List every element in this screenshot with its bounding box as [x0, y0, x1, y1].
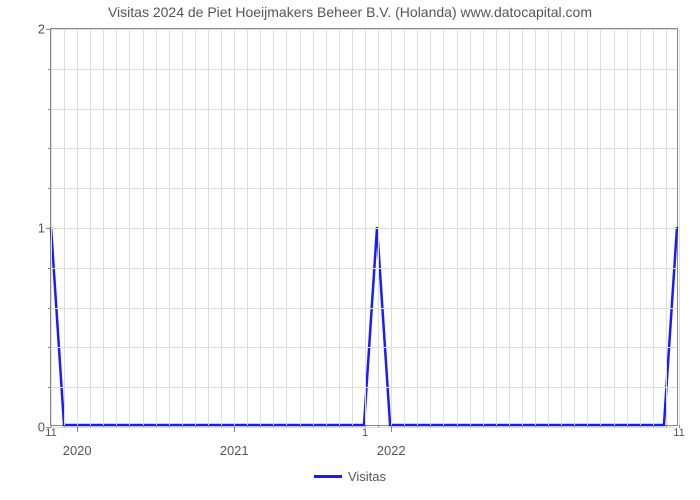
ytick-minor-mark — [48, 268, 51, 269]
ytick-minor-mark — [48, 148, 51, 149]
gridline-vertical — [90, 29, 91, 425]
gridline-vertical — [496, 29, 497, 425]
ytick-minor-mark — [48, 387, 51, 388]
gridline-horizontal — [51, 69, 677, 70]
gridline-vertical — [679, 29, 680, 425]
gridline-vertical — [326, 29, 327, 425]
gridline-vertical — [116, 29, 117, 425]
gridline-vertical — [286, 29, 287, 425]
gridline-vertical — [195, 29, 196, 425]
xtick-mark — [77, 425, 78, 432]
gridline-vertical — [522, 29, 523, 425]
gridline-vertical — [273, 29, 274, 425]
ytick-mark — [46, 228, 51, 229]
gridline-vertical — [470, 29, 471, 425]
gridline-vertical — [51, 29, 52, 425]
gridline-vertical — [221, 29, 222, 425]
gridline-vertical — [443, 29, 444, 425]
gridline-vertical — [64, 29, 65, 425]
gridline-vertical — [404, 29, 405, 425]
gridline-vertical — [391, 29, 392, 425]
ytick-minor-mark — [48, 109, 51, 110]
gridline-vertical — [208, 29, 209, 425]
gridline-vertical — [417, 29, 418, 425]
gridline-vertical — [548, 29, 549, 425]
ytick-minor-mark — [48, 347, 51, 348]
legend-label: Visitas — [348, 469, 386, 484]
gridline-vertical — [339, 29, 340, 425]
gridline-vertical — [430, 29, 431, 425]
xtick-mark — [391, 425, 392, 432]
gridline-vertical — [143, 29, 144, 425]
gridline-vertical — [483, 29, 484, 425]
gridline-vertical — [574, 29, 575, 425]
gridline-vertical — [561, 29, 562, 425]
gridline-horizontal — [51, 29, 677, 30]
gridline-vertical — [260, 29, 261, 425]
gridline-vertical — [234, 29, 235, 425]
xtick-small-label: 11 — [45, 425, 56, 439]
gridline-horizontal — [51, 347, 677, 348]
ytick-mark — [46, 29, 51, 30]
gridline-vertical — [535, 29, 536, 425]
gridline-vertical — [313, 29, 314, 425]
gridline-vertical — [352, 29, 353, 425]
gridline-vertical — [77, 29, 78, 425]
gridline-vertical — [129, 29, 130, 425]
ytick-minor-mark — [48, 69, 51, 70]
gridline-vertical — [666, 29, 667, 425]
ytick-minor-mark — [48, 308, 51, 309]
ytick-minor-mark — [48, 188, 51, 189]
gridline-vertical — [653, 29, 654, 425]
gridline-vertical — [509, 29, 510, 425]
gridline-vertical — [103, 29, 104, 425]
xtick-mark — [234, 425, 235, 432]
gridline-horizontal — [51, 109, 677, 110]
legend-swatch — [314, 475, 342, 478]
gridline-vertical — [614, 29, 615, 425]
chart-container: Visitas 2024 de Piet Hoeijmakers Beheer … — [0, 0, 700, 500]
gridline-horizontal — [51, 308, 677, 309]
gridline-vertical — [182, 29, 183, 425]
gridline-horizontal — [51, 188, 677, 189]
gridline-horizontal — [51, 268, 677, 269]
gridline-vertical — [300, 29, 301, 425]
gridline-vertical — [640, 29, 641, 425]
xtick-small-label: 11 — [673, 425, 684, 439]
plot-area: 01211111202020212022 — [50, 28, 678, 426]
legend: Visitas — [0, 468, 700, 484]
gridline-vertical — [247, 29, 248, 425]
gridline-vertical — [169, 29, 170, 425]
gridline-vertical — [587, 29, 588, 425]
gridline-horizontal — [51, 228, 677, 229]
chart-title: Visitas 2024 de Piet Hoeijmakers Beheer … — [0, 4, 700, 20]
gridline-vertical — [156, 29, 157, 425]
xtick-small-label: 1 — [362, 425, 368, 439]
gridline-horizontal — [51, 148, 677, 149]
gridline-vertical — [457, 29, 458, 425]
gridline-vertical — [627, 29, 628, 425]
gridline-vertical — [378, 29, 379, 425]
gridline-horizontal — [51, 387, 677, 388]
gridline-vertical — [365, 29, 366, 425]
gridline-vertical — [600, 29, 601, 425]
